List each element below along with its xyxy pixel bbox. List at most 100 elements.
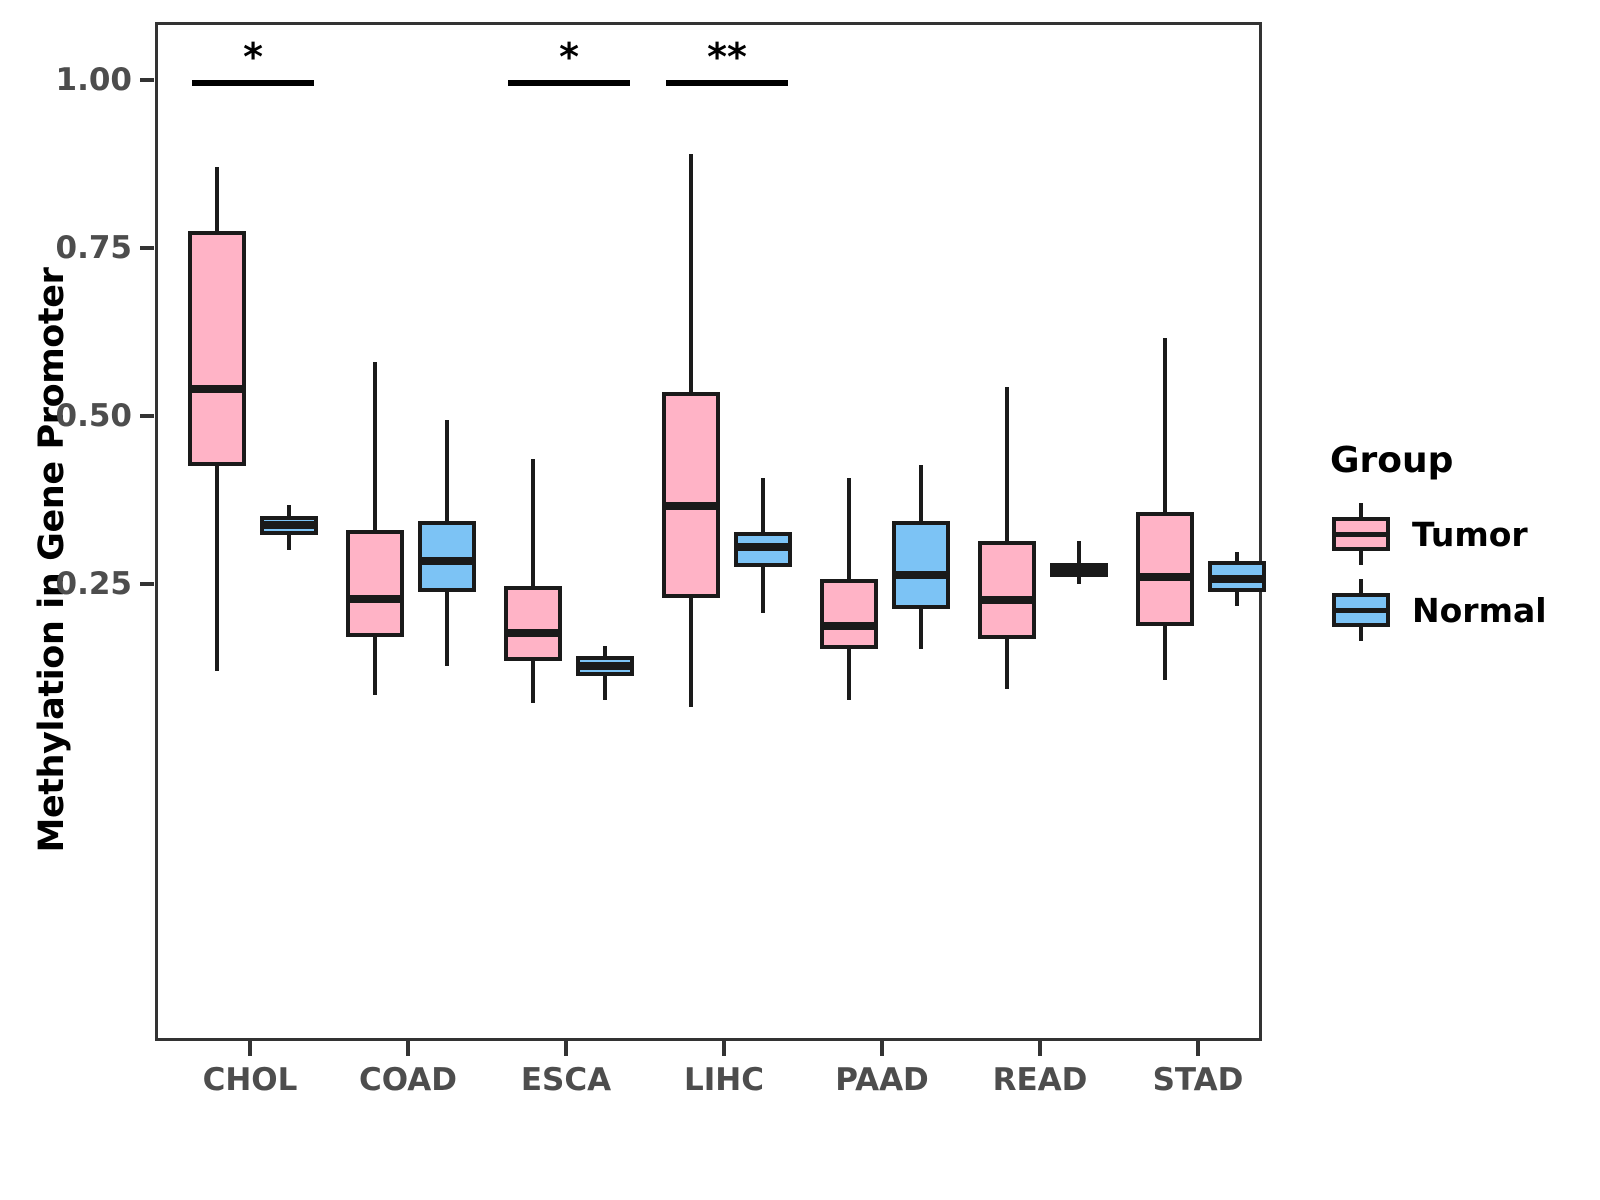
whisker-lower [919,608,923,649]
whisker-lower [1005,639,1009,690]
whisker-lower [689,598,693,707]
whisker-upper [603,646,607,656]
boxplot-normal-esca [158,25,1259,1038]
legend-key-tumor-icon [1330,503,1392,565]
whisker-upper [1163,338,1167,512]
boxplot-tumor-coad [158,25,1259,1038]
whisker-lower [373,637,377,695]
significance-label-lihc: ** [707,34,747,79]
whisker-upper [531,459,535,586]
median-line [188,384,246,393]
legend: Group Tumor Normal [1330,440,1590,655]
boxplot-tumor-paad [158,25,1259,1038]
legend-entry-label: Normal [1412,590,1547,630]
significance-bar-chol [192,79,314,86]
legend-whisker-lower [1359,625,1363,641]
box-iqr [892,521,950,609]
boxplot-normal-coad [158,25,1259,1038]
median-line [260,521,318,530]
legend-whisker-upper [1359,579,1363,595]
y-axis-tick-mark [140,246,154,250]
y-axis-tick-labels: 1.00 0.75 0.50 0.25 [0,0,133,1200]
median-line [978,596,1036,605]
x-axis-tick-label-stad: STAD [1152,1062,1244,1098]
boxplot-normal-read [158,25,1259,1038]
boxplot-normal-lihc [158,25,1259,1038]
legend-entries: Tumor Normal [1330,503,1590,641]
median-line [662,502,720,511]
x-axis-tick-label-coad: COAD [359,1062,457,1098]
significance-label-esca: * [559,34,579,79]
box-iqr [1136,511,1194,626]
x-axis-tick-mark-esca [564,1041,568,1056]
significance-bar-lihc [666,79,788,86]
boxplot-normal-stad [158,25,1266,1038]
whisker-lower [1235,591,1239,606]
y-axis-tick-label: 1.00 [55,62,133,98]
x-axis-tick-label-read: READ [992,1062,1088,1098]
legend-whisker-lower [1359,549,1363,565]
legend-entry-label: Tumor [1412,514,1528,554]
plot-panel: * * ** [155,22,1266,1041]
whisker-lower [1163,625,1167,680]
median-line [1208,574,1266,583]
y-axis-tick-label: 0.25 [55,566,133,602]
whisker-upper [287,505,291,517]
whisker-upper [373,361,377,530]
x-axis-tick-mark-stad [1196,1041,1200,1056]
box-iqr [346,529,404,638]
boxplot-tumor-chol [158,25,1259,1038]
median-line [892,570,950,579]
boxplot-normal-paad [158,25,1259,1038]
y-axis-tick-mark [140,78,154,82]
median-line [820,621,878,630]
x-axis-tick-mark-read [1038,1041,1042,1056]
boxplot-tumor-esca [158,25,1259,1038]
box-iqr [820,578,878,649]
median-line [1136,572,1194,581]
box-iqr [662,392,720,599]
whisker-upper [919,464,923,522]
median-line [576,662,634,671]
whisker-upper [215,167,219,231]
whisker-lower [847,648,851,700]
whisker-upper [761,478,765,532]
x-axis-tick-label-lihc: LIHC [684,1062,764,1098]
x-axis-tick-mark-paad [880,1041,884,1056]
box-iqr [418,521,476,593]
whisker-upper [847,478,851,579]
significance-label-chol: * [243,34,263,79]
x-axis-tick-mark-chol [248,1041,252,1056]
legend-whisker-upper [1359,503,1363,519]
whisker-upper [1005,387,1009,542]
box-iqr [978,541,1036,640]
median-line [418,557,476,566]
whisker-lower [1077,576,1081,584]
legend-key-normal-icon [1330,579,1392,641]
y-axis-tick-mark [140,414,154,418]
box-iqr [188,230,246,467]
y-axis-tick-label: 0.75 [55,230,133,266]
x-axis-tick-mark-lihc [722,1041,726,1056]
legend-title: Group [1330,440,1454,481]
whisker-lower [287,535,291,551]
legend-entry-tumor[interactable]: Tumor [1330,503,1590,565]
whisker-lower [531,660,535,703]
median-line [504,628,562,637]
boxplot-normal-chol [158,25,1259,1038]
whisker-lower [603,675,607,700]
legend-median-line [1332,532,1390,537]
box-iqr [504,585,562,661]
x-axis-tick-label-esca: ESCA [520,1062,612,1098]
boxplot-tumor-lihc [158,25,1259,1038]
x-axis-tick-label-chol: CHOL [202,1062,298,1098]
whisker-lower [215,466,219,671]
legend-median-line [1332,608,1390,613]
whisker-upper [1077,541,1081,564]
y-axis-tick-label: 0.50 [55,398,133,434]
boxplot-tumor-read [158,25,1259,1038]
whisker-lower [445,592,449,667]
whisker-upper [1235,552,1239,562]
legend-entry-normal[interactable]: Normal [1330,579,1590,641]
median-line [1050,566,1108,575]
